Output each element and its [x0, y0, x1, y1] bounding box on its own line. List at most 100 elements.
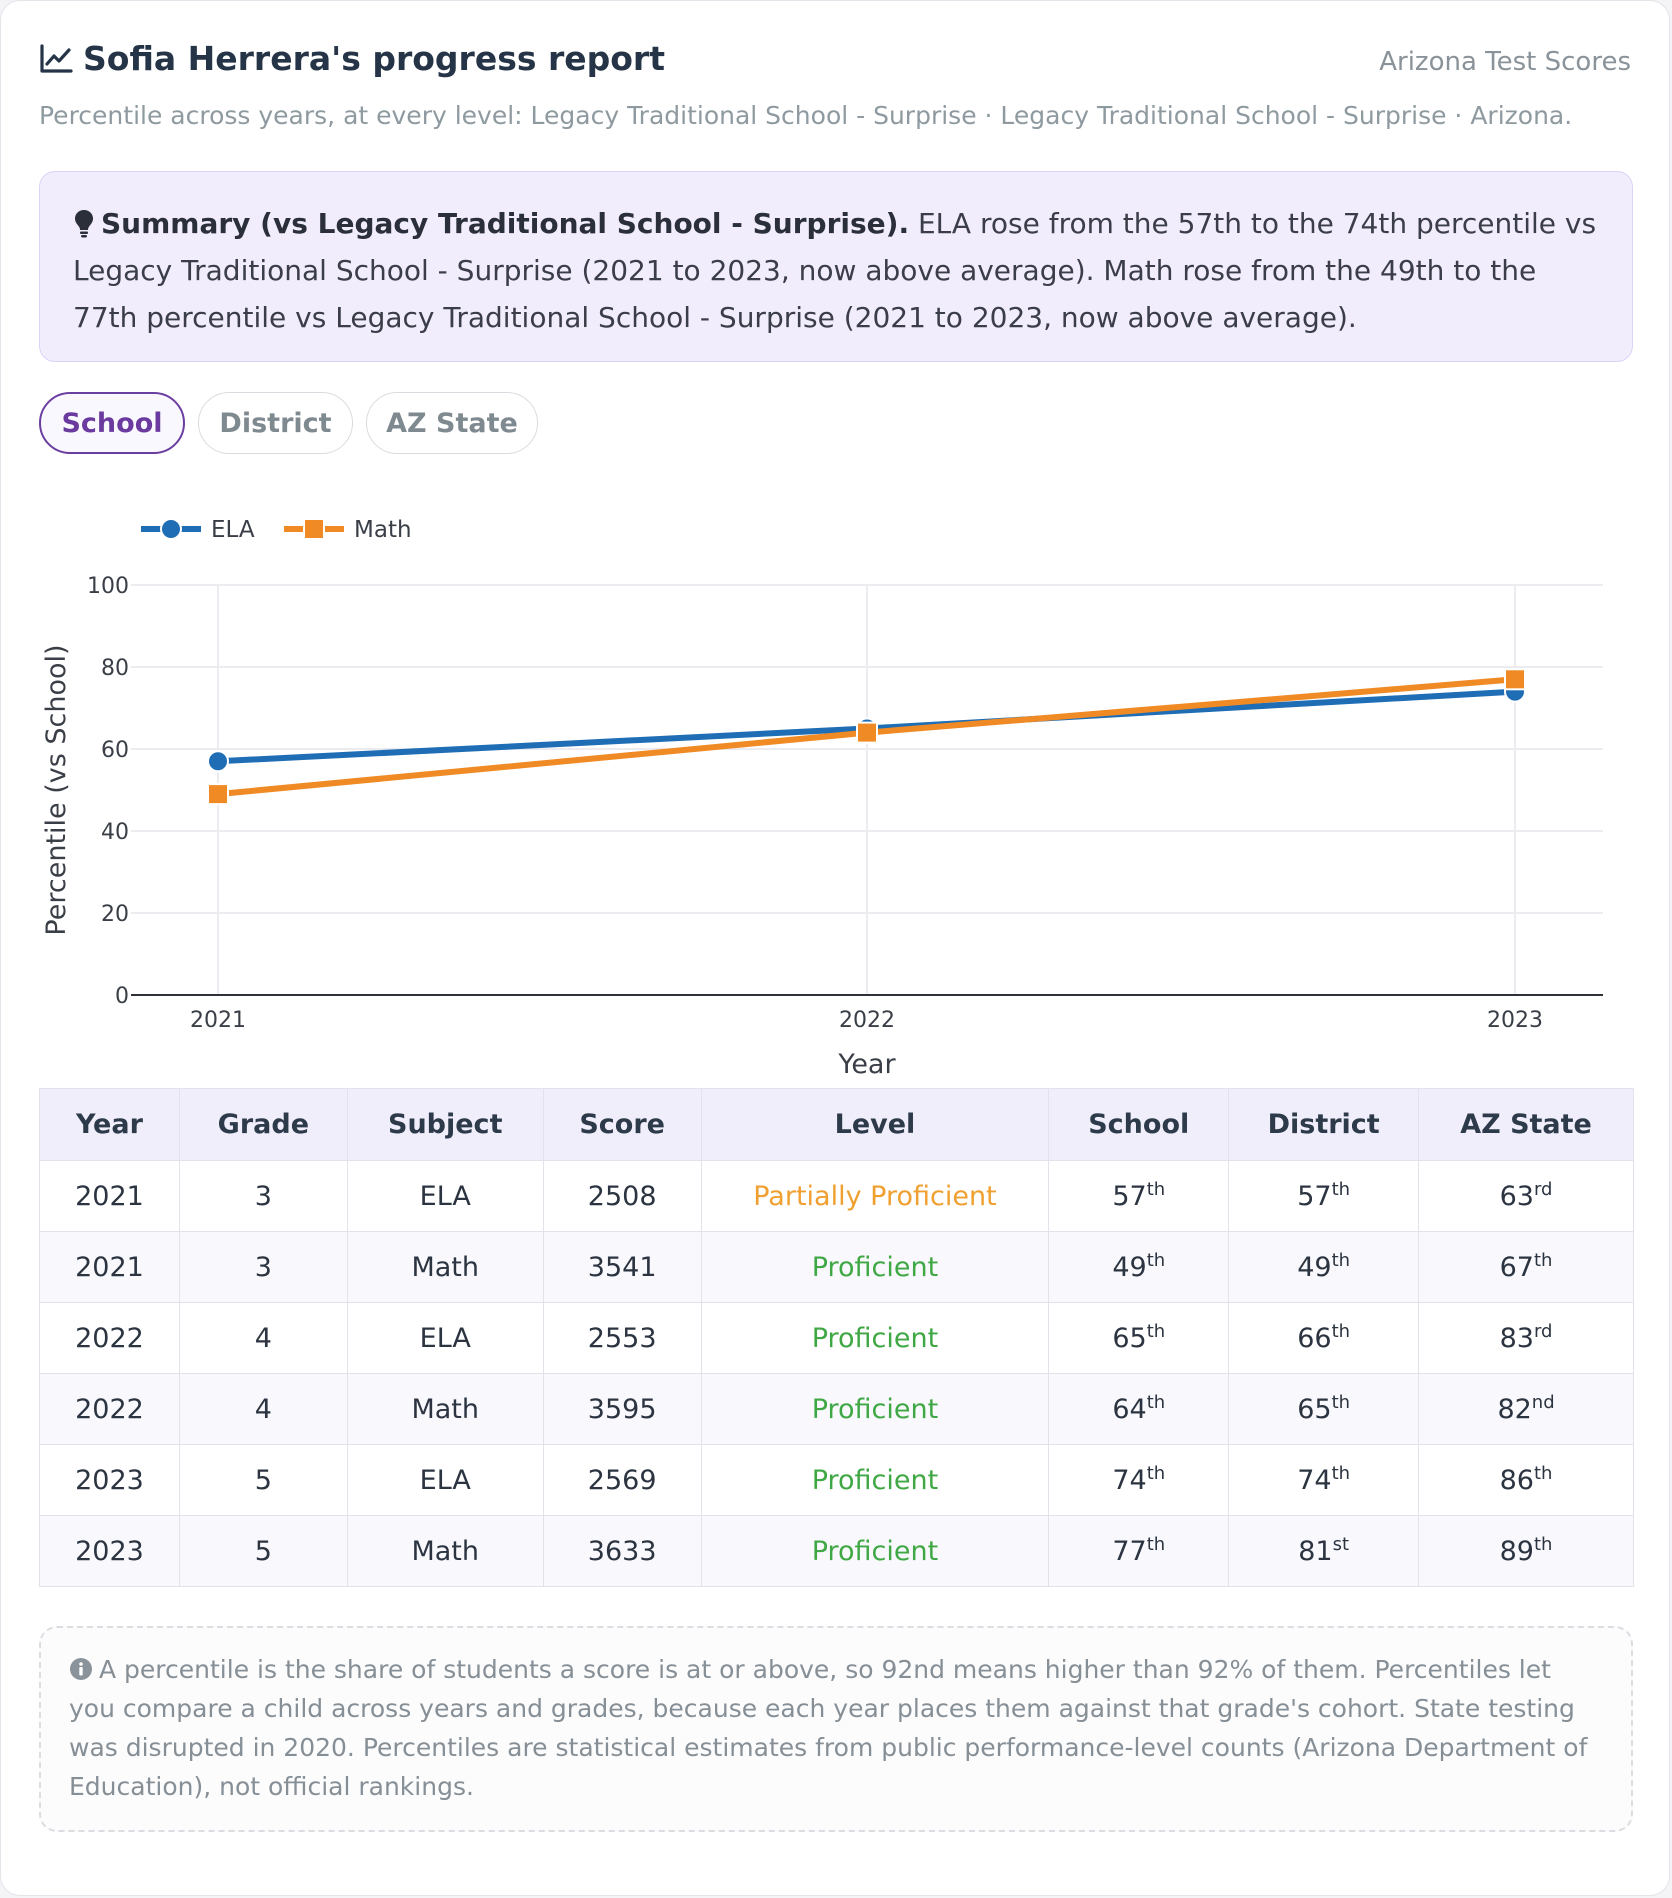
year-cell: 2021 [39, 1231, 180, 1303]
x-tick-label: 2022 [839, 1008, 895, 1033]
y-tick-label: 40 [101, 820, 129, 845]
percentile-value: 66 [1297, 1322, 1332, 1354]
year-cell: 2022 [39, 1302, 180, 1374]
x-tick-label: 2023 [1487, 1008, 1543, 1033]
footnote: A percentile is the share of students a … [39, 1626, 1633, 1832]
percentile-value: 67 [1499, 1251, 1534, 1283]
summary-text: ELA rose from the 57th to the 74th perce… [73, 207, 1597, 334]
ordinal-suffix: th [1331, 1249, 1351, 1271]
percentile-value: 57 [1297, 1180, 1332, 1212]
grade-cell: 4 [178, 1302, 348, 1374]
district-percentile-cell: 49th [1228, 1231, 1420, 1303]
ordinal-suffix: nd [1531, 1391, 1555, 1413]
school-percentile-cell: 77th [1048, 1515, 1230, 1587]
level-cell: Proficient [700, 1373, 1050, 1445]
percentile-value: 49 [1112, 1251, 1147, 1283]
header: Sofia Herrera's progress report Arizona … [39, 39, 1631, 89]
district-percentile-cell: 74th [1228, 1444, 1420, 1516]
x-axis-title: Year [837, 1049, 896, 1080]
level-cell: Proficient [700, 1302, 1050, 1374]
grade-cell: 3 [178, 1160, 348, 1232]
column-header-subject: Subject [346, 1088, 544, 1161]
table-row: 2021 3 ELA 2508 Partially Proficient 57th 57th… [39, 1160, 1634, 1232]
column-header-level: Level [700, 1088, 1050, 1161]
percentile-value: 57 [1112, 1180, 1147, 1212]
table-row: 2023 5 ELA 2569 Proficient 74th 74th 86th [39, 1444, 1634, 1516]
ordinal-suffix: th [1146, 1320, 1166, 1342]
subject-cell: Math [346, 1231, 544, 1303]
subject-cell: Math [346, 1515, 544, 1587]
lightbulb-icon [75, 210, 93, 238]
brand-label: Arizona Test Scores [1379, 47, 1631, 77]
table-row: 2021 3 Math 3541 Proficient 49th 49th 67th [39, 1231, 1634, 1303]
year-cell: 2023 [39, 1515, 180, 1587]
tab-school[interactable]: School [39, 392, 185, 454]
legend-label: ELA [211, 517, 255, 543]
level-cell: Proficient [700, 1444, 1050, 1516]
legend-label: Math [354, 517, 412, 543]
percentile-value: 83 [1499, 1322, 1534, 1354]
data-point-math [207, 783, 229, 806]
ordinal-suffix: th [1146, 1391, 1166, 1413]
state-percentile-cell: 63rd [1418, 1160, 1634, 1232]
column-header-az-state: AZ State [1418, 1088, 1634, 1161]
tab-az-state[interactable]: AZ State [366, 392, 538, 454]
level-cell: Proficient [700, 1231, 1050, 1303]
percentile-chart: 0 20 40 60 80 100 2021 2022 2023 Year Percentile (… [1, 491, 1671, 1085]
legend-marker [303, 518, 325, 540]
ordinal-suffix: rd [1533, 1320, 1553, 1342]
percentile-value: 64 [1112, 1393, 1147, 1425]
state-percentile-cell: 82nd [1418, 1373, 1634, 1445]
table-body: 2021 3 ELA 2508 Partially Proficient 57th 57th… [39, 1160, 1634, 1587]
grade-cell: 4 [178, 1373, 348, 1445]
level-cell: Proficient [700, 1515, 1050, 1587]
state-percentile-cell: 83rd [1418, 1302, 1634, 1374]
score-cell: 2508 [542, 1160, 702, 1232]
ordinal-suffix: th [1533, 1533, 1553, 1555]
summary-heading: Summary (vs Legacy Traditional School - … [101, 207, 910, 240]
subject-cell: Math [346, 1373, 544, 1445]
ordinal-suffix: th [1331, 1462, 1351, 1484]
legend-item-math[interactable]: Math [284, 517, 412, 543]
scores-table: Year Grade Subject Score Level School District… [39, 1088, 1634, 1587]
y-tick-label: 20 [101, 902, 129, 927]
ordinal-suffix: th [1331, 1320, 1351, 1342]
district-percentile-cell: 65th [1228, 1373, 1420, 1445]
level-tabs: School District AZ State [39, 392, 538, 454]
state-percentile-cell: 67th [1418, 1231, 1634, 1303]
subject-cell: ELA [346, 1444, 544, 1516]
tab-district[interactable]: District [198, 392, 353, 454]
ordinal-suffix: th [1146, 1178, 1166, 1200]
footnote-text: A percentile is the share of students a … [69, 1655, 1588, 1801]
score-cell: 3633 [542, 1515, 702, 1587]
column-header-score: Score [542, 1088, 702, 1161]
percentile-value: 81 [1298, 1535, 1333, 1567]
score-cell: 3595 [542, 1373, 702, 1445]
y-tick-label: 80 [101, 656, 129, 681]
state-percentile-cell: 86th [1418, 1444, 1634, 1516]
column-header-district: District [1228, 1088, 1420, 1161]
table-header-row: Year Grade Subject Score Level School District… [39, 1088, 1634, 1161]
district-percentile-cell: 66th [1228, 1302, 1420, 1374]
district-percentile-cell: 57th [1228, 1160, 1420, 1232]
table-row: 2022 4 Math 3595 Proficient 64th 65th 82nd [39, 1373, 1634, 1445]
ordinal-suffix: rd [1533, 1178, 1553, 1200]
school-percentile-cell: 64th [1048, 1373, 1230, 1445]
state-percentile-cell: 89th [1418, 1515, 1634, 1587]
column-header-grade: Grade [178, 1088, 348, 1161]
percentile-value: 74 [1297, 1464, 1332, 1496]
column-header-school: School [1048, 1088, 1230, 1161]
subject-cell: ELA [346, 1160, 544, 1232]
ordinal-suffix: th [1533, 1249, 1553, 1271]
level-cell: Partially Proficient [700, 1160, 1050, 1232]
percentile-value: 86 [1499, 1464, 1534, 1496]
subject-cell: ELA [346, 1302, 544, 1374]
ordinal-suffix: th [1331, 1391, 1351, 1413]
score-cell: 2569 [542, 1444, 702, 1516]
school-percentile-cell: 49th [1048, 1231, 1230, 1303]
column-header-year: Year [39, 1088, 180, 1161]
grade-cell: 5 [178, 1444, 348, 1516]
legend-item-ela[interactable]: ELA [141, 517, 255, 543]
percentile-value: 63 [1499, 1180, 1534, 1212]
ordinal-suffix: st [1332, 1533, 1350, 1555]
